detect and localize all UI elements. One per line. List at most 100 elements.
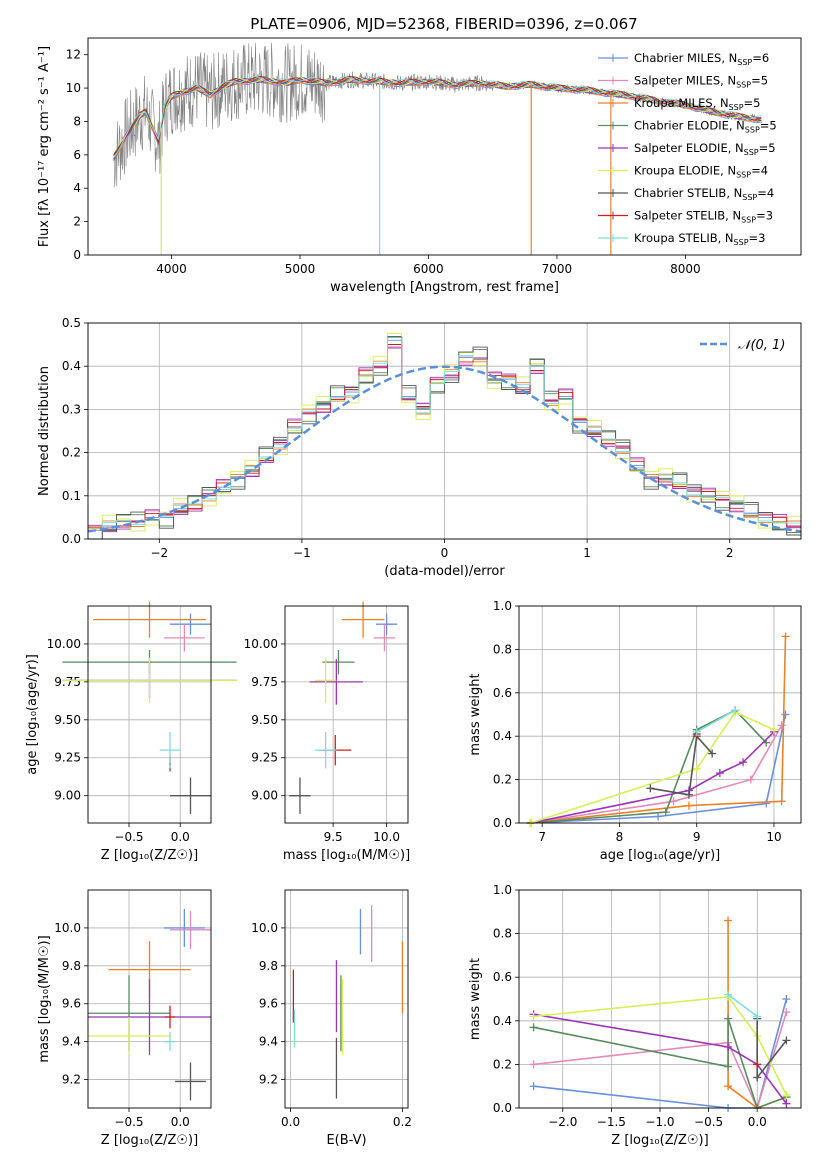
x-tick-label: 8000	[670, 262, 701, 276]
x-tick-label: 9.5	[324, 830, 343, 844]
legend: Chabrier MILES, NSSP=6 Salpeter MILES, NS…	[598, 51, 777, 247]
y-tick-label: 9.25	[251, 751, 278, 765]
axes-frame	[284, 605, 409, 824]
y-tick-label: 9.8	[259, 959, 278, 973]
y-tick-label: 10.00	[47, 637, 81, 651]
axes-frame	[87, 322, 802, 540]
y-tick-label: 1.0	[493, 599, 512, 613]
panel-mass_vs_Z: −0.5 0.0 9.2 9.4 9.6 9.8 10.0 Z [log₁₀(Z/Z☉)] ma…	[37, 889, 212, 1148]
y-axis-label: Flux [fλ 10⁻¹⁷ erg cm⁻² s⁻¹ A⁻¹]	[37, 46, 52, 247]
spectrum-lines	[113, 42, 763, 255]
panel-mass_vs_EBV: 0.0 0.2 9.2 9.4 9.6 9.8 10.0 E(B-V)	[251, 889, 412, 1148]
errorbars	[292, 905, 404, 1099]
y-tick-label: 9.00	[251, 789, 278, 803]
x-tick-label: 9	[693, 830, 701, 844]
x-axis-label: (data-model)/error	[384, 564, 505, 579]
x-tick-label: −2	[150, 546, 168, 560]
x-axis-label: mass [log₁₀(M/M☉)]	[283, 848, 410, 863]
x-tick-label: 8	[616, 830, 624, 844]
legend-entry: Chabrier STELIB, NSSP=4	[634, 186, 774, 202]
y-tick-label: 0.0	[62, 532, 81, 546]
x-tick-label: 7000	[542, 262, 573, 276]
panel-residual_histogram: −2 −1 0 1 2 0.0 0.1 0.2 0.3 0.4 0.5 (data-model)/er…	[37, 316, 802, 579]
x-tick-label: −0.5	[694, 1115, 723, 1129]
line-kroupa_elodie	[533, 995, 788, 1096]
y-tick-label: 9.2	[259, 1073, 278, 1087]
panel-age_vs_Z: −0.5 0.0 9.00 9.25 9.50 9.75 10.00 Z [log₁₀(Z/Z…	[25, 601, 237, 863]
line-kroupa_elodie	[530, 711, 775, 824]
line-kroupa_miles	[530, 636, 787, 824]
y-tick-label: 0.3	[62, 402, 81, 416]
x-tick-label: −1.0	[645, 1115, 674, 1129]
panel-mass_weight_vs_Z: −2.0 −1.5 −1.0 −0.5 0.0 0.0 0.2 0.4 0.6 0.8 1.0 Z […	[468, 883, 802, 1148]
x-tick-label: 0.2	[393, 1115, 412, 1129]
x-axis-label: Z [log₁₀(Z/Z☉)]	[101, 1133, 198, 1148]
plot-area	[285, 606, 408, 823]
x-tick-label: 0.0	[281, 1115, 300, 1129]
axes-frame	[284, 889, 409, 1109]
x-axis-label: age [log₁₀(age/yr)]	[600, 848, 721, 863]
model-spectrum-salpeter_stelib	[113, 75, 762, 156]
y-tick-label: 0.8	[493, 642, 512, 656]
y-tick-label: 0.2	[493, 1057, 512, 1071]
histogram-chabrier_stelib	[88, 336, 801, 540]
histogram-kroupa_stelib	[88, 337, 801, 531]
y-tick-label: 2	[73, 215, 81, 229]
gaussian-curve	[87, 365, 802, 533]
series-lines	[529, 916, 791, 1112]
y-tick-label: 10.0	[251, 921, 278, 935]
y-tick-label: 10.00	[244, 637, 278, 651]
errorbars	[289, 601, 398, 814]
y-tick-label: 0.6	[493, 686, 512, 700]
y-tick-label: 9.25	[54, 751, 81, 765]
y-tick-label: 0.0	[493, 1101, 512, 1115]
y-tick-label: 9.00	[54, 789, 81, 803]
x-tick-label: 4000	[156, 262, 187, 276]
legend-entry: Salpeter STELIB, NSSP=3	[634, 209, 773, 225]
model-spectrum-chabrier_stelib	[113, 76, 762, 156]
line-salpeter_miles	[530, 725, 783, 824]
x-tick-label: 10.0	[373, 830, 400, 844]
y-axis-label: age [log₁₀(age/yr)]	[25, 654, 40, 775]
errorbars	[62, 601, 237, 814]
axes-frame	[87, 889, 212, 1109]
y-tick-label: 10	[66, 81, 81, 95]
y-tick-label: 0.5	[62, 316, 81, 330]
y-tick-label: 9.50	[54, 713, 81, 727]
y-tick-label: 0.2	[493, 773, 512, 787]
x-tick-label: 0.0	[748, 1115, 767, 1129]
y-tick-label: 9.50	[251, 713, 278, 727]
x-tick-label: 1	[583, 546, 591, 560]
y-tick-label: 6	[73, 148, 81, 162]
y-axis-label: Normed distribution	[37, 366, 52, 496]
legend-entry: Kroupa STELIB, NSSP=3	[634, 231, 765, 247]
y-tick-label: 1.0	[493, 883, 512, 897]
y-tick-label: 9.6	[62, 997, 81, 1011]
y-tick-label: 9.75	[251, 675, 278, 689]
line-kroupa_stelib	[727, 993, 758, 1018]
axes-frame	[518, 889, 802, 1109]
x-tick-label: −0.5	[114, 830, 143, 844]
x-tick-label: 0.0	[171, 1115, 190, 1129]
y-tick-label: 9.8	[62, 959, 81, 973]
x-axis-label: Z [log₁₀(Z/Z☉)]	[611, 1133, 708, 1148]
y-tick-label: 0.1	[62, 489, 81, 503]
x-axis-label: wavelength [Angstrom, rest frame]	[330, 280, 559, 295]
plot-area	[519, 606, 801, 823]
y-tick-label: 9.2	[62, 1073, 81, 1087]
line-kroupa_stelib	[696, 709, 736, 733]
y-tick-label: 9.4	[259, 1035, 278, 1049]
y-tick-label: 8	[73, 114, 81, 128]
y-tick-label: 9.4	[62, 1035, 81, 1049]
y-tick-label: 0.4	[493, 1014, 512, 1028]
x-tick-label: 2	[726, 546, 734, 560]
x-tick-label: 5000	[285, 262, 316, 276]
y-axis-label: mass [log₁₀(M/M☉)]	[37, 935, 52, 1062]
panel-spectrum: 4000 5000 6000 7000 8000 0 2 4 6 8 10 12 wavelength …	[37, 37, 802, 295]
x-tick-label: 0.0	[171, 830, 190, 844]
y-axis-label: mass weight	[468, 958, 483, 1040]
legend-entry: Kroupa ELODIE, NSSP=4	[634, 164, 768, 180]
y-axis-label: mass weight	[468, 673, 483, 755]
legend-entry: Salpeter ELODIE, NSSP=5	[634, 141, 776, 157]
